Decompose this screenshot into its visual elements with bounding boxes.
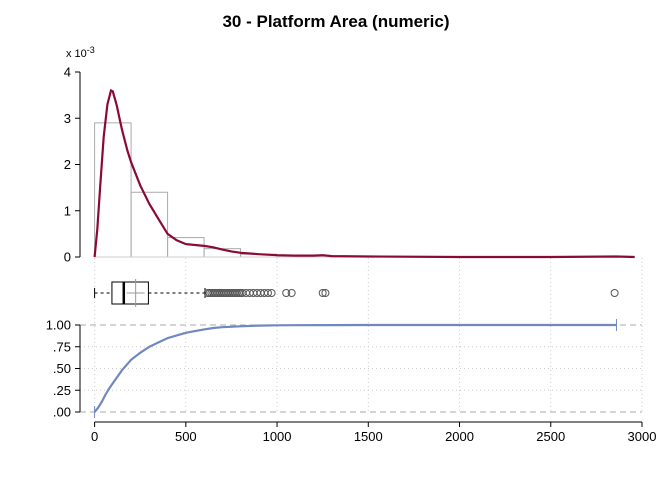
density-multiplier: x 10-3 (66, 45, 95, 60)
density-y-tick-label: 4 (64, 65, 71, 80)
density-y-tick-label: 1 (64, 203, 71, 218)
ecdf-y-tick-label: .75 (53, 339, 71, 354)
histogram-layer (95, 91, 635, 258)
density-curve (95, 91, 635, 258)
histogram-bar (168, 238, 204, 257)
density-multiplier-base: x 10 (66, 48, 87, 60)
ecdf-y-tick-label: .00 (53, 405, 71, 420)
box-outlier-point (611, 290, 618, 297)
x-tick-label: 2500 (536, 429, 565, 444)
axis-layer: 0 1 2 3 4 .00 .25 .50 .75 1.00 0 500 1000 1500 2000 250… (46, 65, 657, 445)
ecdf-y-tick-label: 1.00 (46, 318, 71, 333)
chart-title: 30 - Platform Area (numeric) (222, 12, 449, 31)
density-y-tick-label: 3 (64, 111, 71, 126)
x-tick-label: 0 (91, 429, 98, 444)
boxplot-layer (95, 279, 619, 307)
ecdf-y-tick-label: .25 (53, 383, 71, 398)
x-tick-label: 2000 (445, 429, 474, 444)
density-multiplier-exponent: -3 (87, 45, 95, 55)
ecdf-y-tick-label: .50 (53, 361, 71, 376)
x-tick-label: 3000 (628, 429, 657, 444)
density-y-tick-label: 0 (64, 250, 71, 265)
x-tick-label: 1000 (263, 429, 292, 444)
x-tick-label: 500 (175, 429, 197, 444)
x-tick-label: 1500 (354, 429, 383, 444)
density-y-tick-label: 2 (64, 157, 71, 172)
grid-layer (80, 258, 642, 412)
